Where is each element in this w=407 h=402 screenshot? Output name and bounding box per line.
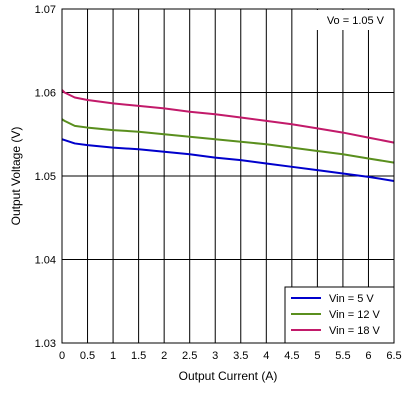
x-tick-label: 1 xyxy=(110,350,116,362)
annotation-label: Vo = 1.05 V xyxy=(327,15,385,27)
y-tick-label: 1.04 xyxy=(35,255,56,267)
x-tick-label: 0.5 xyxy=(80,350,95,362)
legend-label-1: Vin = 5 V xyxy=(329,293,374,305)
y-tick-labels: 1.03 1.04 1.05 1.06 1.07 xyxy=(35,4,56,350)
y-tick-label: 1.03 xyxy=(35,338,56,350)
y-axis-label: Output Voltage (V) xyxy=(9,127,23,226)
series-line-2 xyxy=(61,118,395,164)
x-tick-labels: 0 0.5 1 1.5 2 2.5 3 3.5 4 4.5 5 5.5 6 6.5 xyxy=(59,350,402,362)
x-tick-label: 2.5 xyxy=(182,350,197,362)
x-tick-label: 5.5 xyxy=(335,350,350,362)
annotation-box xyxy=(303,10,393,30)
x-tick-label: 2 xyxy=(161,350,167,362)
legend-label-3: Vin = 18 V xyxy=(329,325,381,337)
x-tick-label: 6 xyxy=(365,350,371,362)
series-group xyxy=(61,89,395,182)
x-tick-label: 5 xyxy=(314,350,320,362)
x-axis-label: Output Current (A) xyxy=(179,369,278,383)
x-tick-label: 1.5 xyxy=(131,350,146,362)
plot-frame xyxy=(61,8,395,344)
legend-label-2: Vin = 12 V xyxy=(329,309,381,321)
y-tick-label: 1.06 xyxy=(35,88,56,100)
y-tick-label: 1.05 xyxy=(35,171,56,183)
x-tick-label: 4 xyxy=(263,350,269,362)
legend: Vin = 5 V Vin = 12 V Vin = 18 V xyxy=(284,286,395,344)
series-line-3 xyxy=(61,89,395,144)
series-line-1 xyxy=(61,138,395,182)
x-tick-label: 4.5 xyxy=(284,350,299,362)
x-tick-label: 3.5 xyxy=(233,350,248,362)
x-tick-label: 6.5 xyxy=(386,350,401,362)
y-tick-label: 1.07 xyxy=(35,4,56,16)
x-tick-label: 0 xyxy=(59,350,65,362)
x-tick-label: 3 xyxy=(212,350,218,362)
